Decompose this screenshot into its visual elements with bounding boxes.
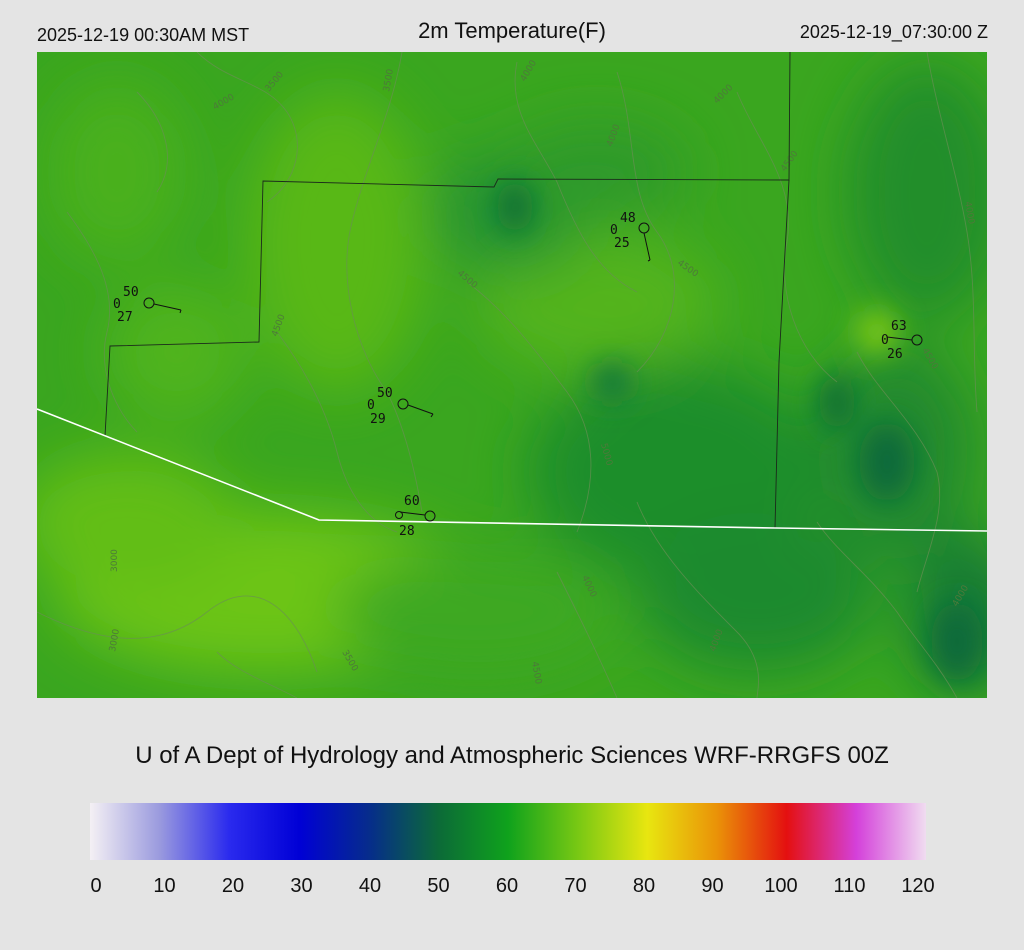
contour-label: 4000 bbox=[962, 201, 976, 226]
colorbar-tick-label: 90 bbox=[701, 875, 724, 897]
colorbar-tick-label: 60 bbox=[495, 875, 519, 897]
station-temp: 63 bbox=[891, 319, 907, 334]
temperature-field bbox=[37, 52, 987, 698]
station-dewpoint: 27 bbox=[117, 310, 133, 325]
colorbar-tick-label: 100 bbox=[764, 875, 798, 897]
station-plot[interactable]: 50 0 29 bbox=[367, 386, 434, 427]
colorbar-tick-label: 70 bbox=[564, 875, 587, 897]
colorbar-tick-label: 30 bbox=[290, 875, 313, 897]
contour-label: 4500 bbox=[529, 661, 543, 686]
station-temp: 50 bbox=[377, 386, 393, 401]
map-title: 2m Temperature(F) bbox=[418, 18, 606, 43]
temperature-map[interactable]: 3500 4000 4000 4500 4000 4500 3500 4000 … bbox=[37, 52, 987, 698]
station-gust: 0 bbox=[881, 333, 889, 348]
terrain-contours bbox=[37, 52, 978, 698]
station-temp: 48 bbox=[620, 211, 636, 226]
station-plot[interactable]: 48 0 25 bbox=[610, 211, 651, 262]
contour-label: 3500 bbox=[382, 68, 396, 93]
temperature-colorbar bbox=[90, 803, 926, 860]
colorbar-tick-label: 110 bbox=[833, 875, 866, 897]
station-dewpoint: 28 bbox=[399, 524, 415, 539]
station-dewpoint: 25 bbox=[614, 236, 630, 251]
colorbar-tick-label: 40 bbox=[358, 875, 382, 897]
colorbar-tick-label: 20 bbox=[221, 875, 245, 897]
station-temp: 60 bbox=[404, 494, 420, 509]
colorbar-tick-label: 50 bbox=[427, 875, 450, 897]
state-border bbox=[37, 408, 987, 532]
colorbar-ticks: 0 10 20 30 40 50 60 70 80 90 100 110 120 bbox=[0, 875, 1024, 905]
station-dewpoint: 26 bbox=[887, 347, 903, 362]
colorbar-tick-label: 10 bbox=[153, 875, 176, 897]
colorbar-tick-label: 0 bbox=[90, 875, 102, 897]
model-credit: U of A Dept of Hydrology and Atmospheric… bbox=[135, 742, 889, 769]
county-boundaries bbox=[104, 52, 791, 529]
station-gust: 0 bbox=[610, 223, 618, 238]
station-dewpoint: 29 bbox=[370, 412, 386, 427]
colorbar-tick-label: 120 bbox=[901, 875, 935, 897]
utc-time-label: 2025-12-19_07:30:00 Z bbox=[799, 22, 988, 42]
station-temp: 50 bbox=[123, 285, 139, 300]
contour-label: 3000 bbox=[108, 628, 122, 653]
station-gust: 0 bbox=[113, 297, 121, 312]
colorbar-tick-label: 80 bbox=[632, 875, 656, 897]
station-gust: 0 bbox=[367, 398, 375, 413]
contour-label: 3000 bbox=[110, 549, 120, 572]
station-plot[interactable]: 60 28 bbox=[395, 494, 436, 539]
local-time-label: 2025-12-19 00:30AM MST bbox=[37, 25, 250, 45]
station-plot[interactable]: 50 0 27 bbox=[113, 285, 182, 325]
station-plot[interactable]: 63 0 26 bbox=[881, 319, 923, 362]
